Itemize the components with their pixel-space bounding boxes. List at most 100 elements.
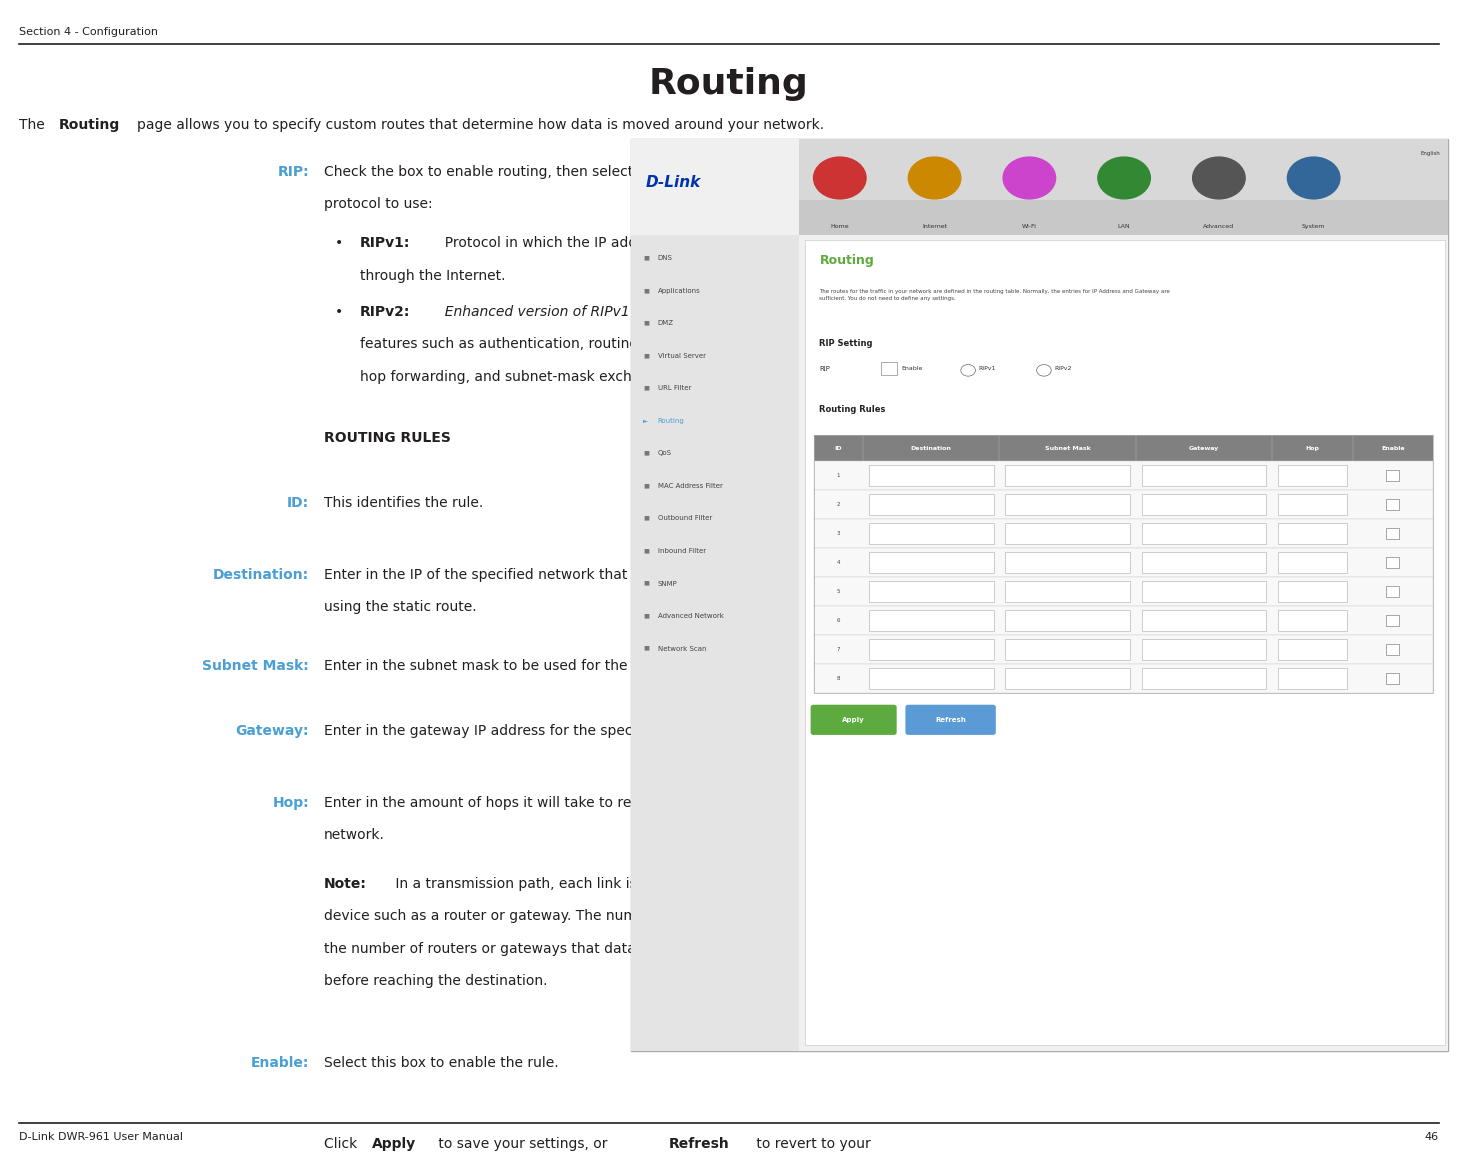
Bar [799, 139, 1448, 200]
Bar [814, 519, 1433, 548]
Text: RIP: RIP [819, 366, 830, 372]
Text: ■: ■ [643, 613, 649, 618]
Bar [1279, 495, 1347, 514]
Text: Routing: Routing [658, 418, 684, 424]
Text: Subnet Mask:: Subnet Mask: [203, 659, 309, 673]
FancyBboxPatch shape [905, 705, 996, 735]
Text: 5: 5 [837, 589, 840, 594]
Text: Gateway:: Gateway: [236, 724, 309, 738]
Text: RIP:: RIP: [277, 165, 309, 179]
Text: the number of routers or gateways that data must pass through: the number of routers or gateways that d… [324, 942, 770, 956]
Bar [1387, 644, 1400, 655]
Bar [1387, 586, 1400, 597]
Bar [1006, 553, 1130, 572]
Text: Apply: Apply [843, 716, 865, 723]
Text: Applications: Applications [658, 288, 700, 294]
Text: URL Filter: URL Filter [658, 385, 691, 391]
Text: English: English [1420, 151, 1441, 156]
Bar [1142, 524, 1267, 543]
Bar [1387, 615, 1400, 626]
Text: Section 4 - Configuration: Section 4 - Configuration [19, 27, 157, 37]
Text: Click: Click [324, 1137, 362, 1151]
Text: using the static route.: using the static route. [324, 600, 477, 614]
Text: ■: ■ [643, 580, 649, 585]
Text: Advanced: Advanced [1203, 224, 1235, 229]
Text: Inbound Filter: Inbound Filter [658, 548, 706, 554]
Text: Select this box to enable the rule.: Select this box to enable the rule. [324, 1055, 558, 1069]
Text: Subnet Mask: Subnet Mask [1045, 446, 1091, 450]
Text: 46: 46 [1424, 1132, 1439, 1142]
Bar [1006, 495, 1130, 514]
Text: D-Link: D-Link [646, 174, 701, 189]
Text: Enable:: Enable: [251, 1055, 309, 1069]
Text: Hop: Hop [1305, 446, 1319, 450]
Text: ■: ■ [643, 548, 649, 553]
Text: Routing: Routing [819, 254, 875, 267]
Text: Gateway: Gateway [1188, 446, 1219, 450]
Bar [881, 362, 897, 375]
Circle shape [814, 157, 866, 199]
Text: RIP Setting: RIP Setting [819, 339, 873, 348]
Bar [814, 548, 1433, 577]
Text: Enter in the subnet mask to be used for the specified network.: Enter in the subnet mask to be used for … [324, 659, 760, 673]
FancyBboxPatch shape [811, 705, 897, 735]
Text: 1: 1 [837, 473, 840, 478]
Circle shape [1003, 157, 1056, 199]
Text: ■: ■ [643, 483, 649, 488]
Bar [814, 577, 1433, 606]
Text: Enable: Enable [901, 366, 923, 370]
Bar [1006, 611, 1130, 630]
Text: ■: ■ [643, 353, 649, 358]
Text: Outbound Filter: Outbound Filter [658, 515, 712, 521]
Bar [1279, 640, 1347, 659]
Bar [869, 669, 994, 688]
Text: The routes for the traffic in your network are defined in the routing table. Nor: The routes for the traffic in your netwo… [819, 289, 1171, 301]
Text: •: • [335, 304, 344, 318]
Bar [1142, 582, 1267, 601]
Bar [631, 235, 1448, 1051]
Text: Refresh: Refresh [669, 1137, 730, 1151]
Text: Routing Rules: Routing Rules [819, 405, 886, 414]
Text: Destination: Destination [911, 446, 952, 450]
Circle shape [1287, 157, 1340, 199]
Text: Destination:: Destination: [213, 568, 309, 582]
Text: D-Link DWR-961 User Manual: D-Link DWR-961 User Manual [19, 1132, 182, 1142]
Text: ■: ■ [643, 320, 649, 325]
Text: ■: ■ [643, 255, 649, 260]
Text: Enable: Enable [1381, 446, 1404, 450]
Text: to save your settings, or: to save your settings, or [434, 1137, 612, 1151]
Bar [869, 524, 994, 543]
Text: Routing: Routing [58, 118, 120, 132]
Text: Enhanced version of RIPv1 with added: Enhanced version of RIPv1 with added [436, 304, 712, 318]
Text: 7: 7 [837, 647, 840, 652]
Text: page allows you to specify custom routes that determine how data is moved around: page allows you to specify custom routes… [137, 118, 824, 132]
Bar [869, 495, 994, 514]
Bar [1279, 669, 1347, 688]
Text: This identifies the rule.: This identifies the rule. [324, 497, 483, 511]
Bar [869, 582, 994, 601]
Bar [869, 466, 994, 485]
Text: RIPv2: RIPv2 [1054, 366, 1072, 370]
Text: device such as a router or gateway. The number of hops equals: device such as a router or gateway. The … [324, 909, 765, 923]
Text: Virtual Server: Virtual Server [658, 353, 706, 359]
Circle shape [908, 157, 961, 199]
Text: before reaching the destination.: before reaching the destination. [324, 974, 547, 988]
Text: ■: ■ [643, 385, 649, 390]
Text: features such as authentication, routing domain, next: features such as authentication, routing… [360, 337, 735, 351]
Text: System: System [1302, 224, 1325, 229]
Text: MAC Address Filter: MAC Address Filter [658, 483, 722, 489]
Text: 2: 2 [837, 502, 840, 507]
Text: In a transmission path, each link is terminated at a network: In a transmission path, each link is ter… [391, 877, 811, 890]
Bar [1387, 557, 1400, 568]
Bar [1006, 669, 1130, 688]
Text: SNMP: SNMP [658, 580, 678, 586]
Circle shape [1193, 157, 1245, 199]
Text: Note:: Note: [324, 877, 366, 890]
Bar [1006, 582, 1130, 601]
Text: RIPv1: RIPv1 [978, 366, 996, 370]
Bar [1142, 669, 1267, 688]
Bar [814, 490, 1433, 519]
Text: ■: ■ [643, 450, 649, 455]
Text: The: The [19, 118, 50, 132]
Bar [631, 139, 799, 235]
